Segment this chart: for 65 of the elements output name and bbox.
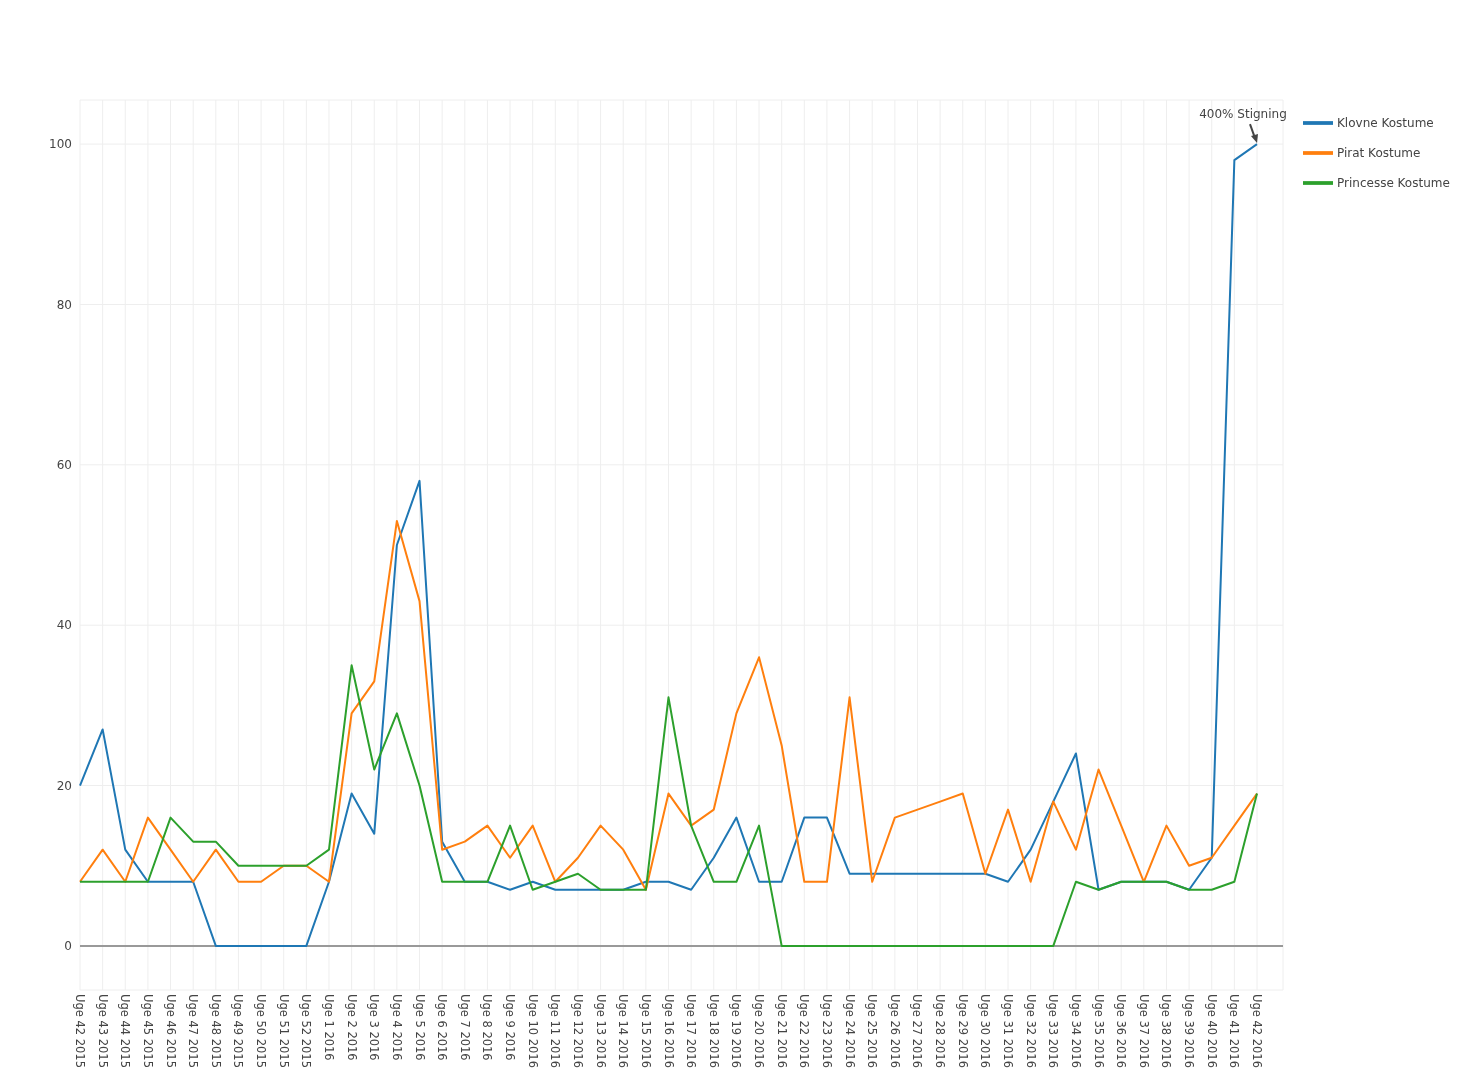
- x-tick-label: Uge 49 2015: [231, 994, 246, 1069]
- x-tick-label: Uge 36 2016: [1114, 994, 1129, 1069]
- x-tick-label: Uge 44 2015: [118, 994, 133, 1069]
- x-tick-label: Uge 52 2015: [299, 994, 314, 1069]
- y-tick-label: 100: [49, 137, 72, 152]
- legend-label: Princesse Kostume: [1337, 175, 1450, 190]
- x-tick-label: Uge 31 2016: [1001, 994, 1016, 1069]
- legend-label: Pirat Kostume: [1337, 145, 1421, 160]
- x-tick-label: Uge 47 2015: [186, 994, 201, 1069]
- x-tick-label: Uge 8 2016: [480, 994, 495, 1061]
- x-tick-label: Uge 19 2016: [729, 994, 744, 1069]
- x-tick-label: Uge 25 2016: [865, 994, 880, 1069]
- y-tick-label: 40: [56, 618, 72, 633]
- legend-label: Klovne Kostume: [1337, 115, 1434, 130]
- x-tick-label: Uge 17 2016: [684, 994, 699, 1069]
- x-tick-label: Uge 18 2016: [706, 994, 721, 1069]
- x-tick-label: Uge 29 2016: [955, 994, 970, 1069]
- x-tick-label: Uge 51 2015: [276, 994, 291, 1069]
- x-tick-label: Uge 34 2016: [1068, 994, 1083, 1069]
- annotation: 400% Stigning: [1199, 107, 1287, 122]
- x-tick-label: Uge 4 2016: [389, 994, 404, 1061]
- x-tick-label: Uge 26 2016: [887, 994, 902, 1069]
- x-tick-label: Uge 42 2016: [1250, 994, 1264, 1069]
- x-tick-label: Uge 45 2015: [140, 994, 155, 1069]
- x-tick-label: Uge 37 2016: [1136, 994, 1151, 1069]
- x-tick-label: Uge 22 2016: [797, 994, 812, 1069]
- x-tick-label: Uge 3 2016: [367, 994, 382, 1061]
- x-tick-label: Uge 40 2016: [1204, 994, 1219, 1069]
- x-tick-label: Uge 12 2016: [570, 994, 585, 1069]
- x-tick-label: Uge 33 2016: [1046, 994, 1061, 1069]
- x-tick-label: Uge 10 2016: [525, 994, 540, 1069]
- x-tick-label: Uge 9 2016: [503, 994, 518, 1061]
- line-series: [79, 519, 1258, 891]
- y-tick-label: 60: [56, 458, 72, 473]
- x-tick-label: Uge 42 2015: [73, 994, 87, 1069]
- x-tick-label: Uge 13 2016: [593, 994, 608, 1069]
- x-tick-label: Uge 32 2016: [1023, 994, 1038, 1069]
- x-tick-label: Uge 15 2016: [638, 994, 653, 1069]
- x-tick-label: Uge 16 2016: [661, 994, 676, 1069]
- x-tick-label: Uge 38 2016: [1159, 994, 1174, 1069]
- x-tick-label: Uge 28 2016: [933, 994, 948, 1069]
- x-tick-label: Uge 27 2016: [910, 994, 925, 1069]
- x-tick-label: Uge 30 2016: [978, 994, 993, 1069]
- x-tick-label: Uge 50 2015: [254, 994, 269, 1069]
- x-tick-label: Uge 48 2015: [208, 994, 223, 1069]
- x-tick-label: Uge 46 2015: [163, 994, 178, 1069]
- x-tick-label: Uge 14 2016: [616, 994, 631, 1069]
- x-tick-label: Uge 43 2015: [95, 994, 110, 1069]
- x-tick-label: Uge 35 2016: [1091, 994, 1106, 1069]
- y-tick-label: 20: [56, 778, 72, 793]
- x-tick-label: Uge 1 2016: [321, 994, 336, 1061]
- y-tick-label: 80: [56, 297, 72, 312]
- x-tick-label: Uge 24 2016: [842, 994, 857, 1069]
- x-tick-label: Uge 6 2016: [435, 994, 450, 1061]
- x-tick-label: Uge 39 2016: [1182, 994, 1197, 1069]
- line-series: [79, 664, 1258, 947]
- x-tick-label: Uge 41 2016: [1227, 994, 1242, 1069]
- x-tick-label: Uge 23 2016: [819, 994, 834, 1069]
- x-tick-label: Uge 7 2016: [457, 994, 472, 1061]
- x-tick-label: Uge 21 2016: [774, 994, 789, 1069]
- x-tick-label: Uge 5 2016: [412, 994, 427, 1061]
- x-tick-label: Uge 20 2016: [752, 994, 767, 1069]
- y-tick-label: 0: [64, 939, 72, 954]
- x-tick-label: Uge 2 2016: [344, 994, 359, 1061]
- x-tick-label: Uge 11 2016: [548, 994, 563, 1069]
